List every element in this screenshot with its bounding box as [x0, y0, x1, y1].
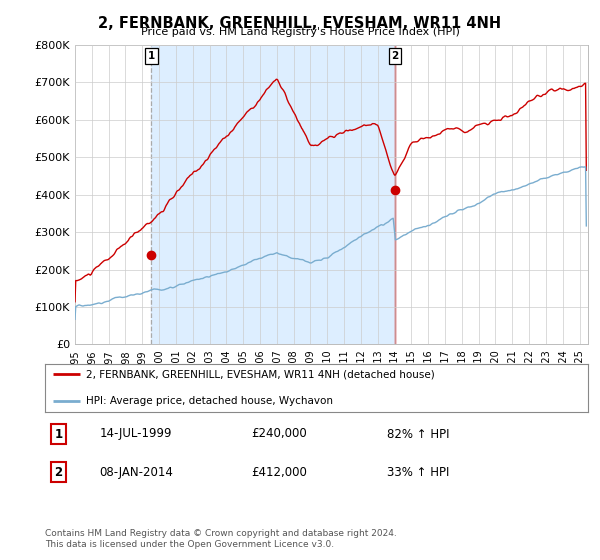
Text: 1: 1 [148, 51, 155, 61]
Text: £240,000: £240,000 [251, 427, 307, 441]
Text: 33% ↑ HPI: 33% ↑ HPI [387, 466, 449, 479]
Text: 2: 2 [55, 466, 62, 479]
Text: 2: 2 [391, 51, 399, 61]
Text: £412,000: £412,000 [251, 466, 307, 479]
Text: 08-JAN-2014: 08-JAN-2014 [100, 466, 173, 479]
Text: 2, FERNBANK, GREENHILL, EVESHAM, WR11 4NH: 2, FERNBANK, GREENHILL, EVESHAM, WR11 4N… [98, 16, 502, 31]
Text: 82% ↑ HPI: 82% ↑ HPI [387, 427, 449, 441]
Text: Contains HM Land Registry data © Crown copyright and database right 2024.
This d: Contains HM Land Registry data © Crown c… [45, 529, 397, 549]
Text: 1: 1 [55, 427, 62, 441]
Text: Price paid vs. HM Land Registry's House Price Index (HPI): Price paid vs. HM Land Registry's House … [140, 27, 460, 37]
Text: 2, FERNBANK, GREENHILL, EVESHAM, WR11 4NH (detached house): 2, FERNBANK, GREENHILL, EVESHAM, WR11 4N… [86, 370, 434, 380]
Text: HPI: Average price, detached house, Wychavon: HPI: Average price, detached house, Wych… [86, 396, 333, 406]
Text: 14-JUL-1999: 14-JUL-1999 [100, 427, 172, 441]
Bar [151, 45, 395, 344]
